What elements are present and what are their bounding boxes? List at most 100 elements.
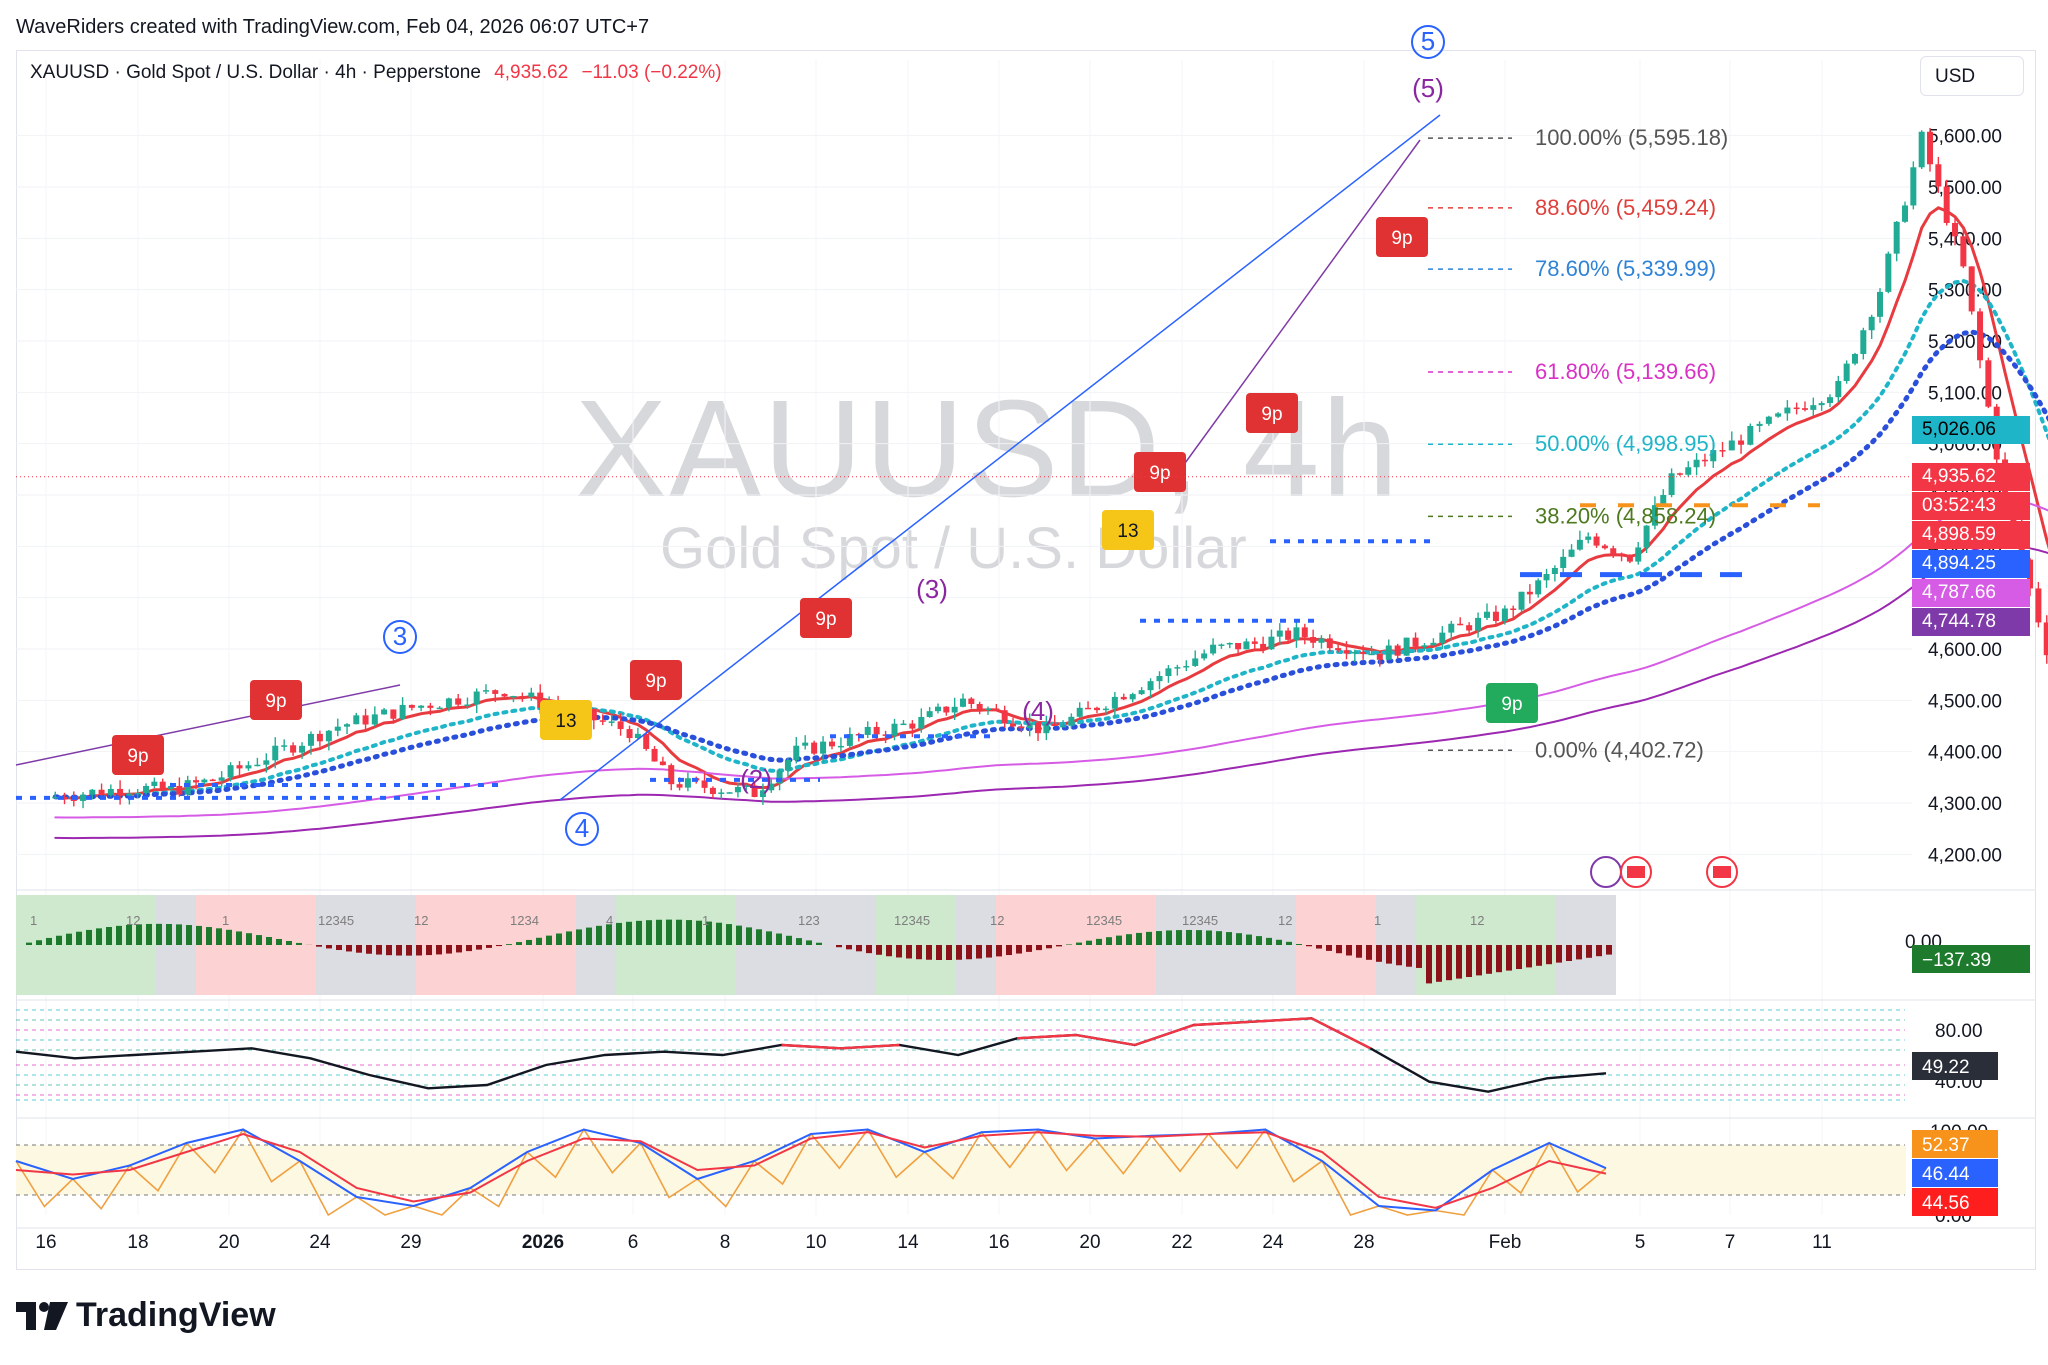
momentum-bar — [1116, 935, 1122, 945]
candle-body — [1501, 608, 1508, 621]
lightning-event-icon — [1590, 856, 1622, 888]
wave-label: 5 — [1421, 26, 1435, 56]
momentum-bar — [1276, 939, 1282, 945]
candle-body — [1226, 642, 1233, 645]
momentum-bar — [426, 945, 432, 956]
candle-body — [98, 789, 105, 796]
candle-body — [1826, 397, 1833, 404]
candle-body — [1668, 473, 1675, 495]
signal-badge — [1134, 452, 1186, 492]
momentum-bar — [1006, 945, 1012, 956]
candle-body — [864, 726, 871, 735]
candle-body — [784, 760, 791, 771]
symbol-legend[interactable]: XAUUSD · Gold Spot / U.S. Dollar · 4h · … — [30, 62, 722, 84]
candle-body — [968, 698, 975, 704]
candle-body — [1793, 407, 1800, 410]
candle-body — [1043, 723, 1050, 734]
candle-body — [759, 790, 766, 797]
momentum-bar — [1396, 945, 1402, 966]
signal-badge — [1102, 510, 1154, 550]
ema-mid-line — [53, 278, 2048, 800]
candle-body — [1518, 591, 1525, 610]
momentum-bar — [466, 945, 472, 952]
ema-fast-line — [53, 206, 2048, 800]
momentum-bar — [296, 942, 302, 945]
momentum-bar — [226, 929, 232, 945]
candle-body — [245, 765, 252, 769]
momentum-bar — [856, 945, 862, 952]
candle-body — [193, 780, 200, 783]
price-tag: 03:52:43 — [1912, 491, 2030, 520]
candle-body — [1335, 648, 1342, 651]
candle-body — [718, 792, 725, 794]
candle-body — [891, 723, 898, 736]
candle-body — [1368, 653, 1375, 656]
candle-body — [362, 715, 369, 725]
momentum-bar — [1296, 944, 1302, 945]
momentum-bar — [1516, 945, 1522, 969]
x-tick-label: 11 — [1812, 1232, 1832, 1253]
candle-body — [1818, 403, 1825, 406]
momentum-bar — [1536, 945, 1542, 966]
price-tag: 4,787.66 — [1912, 578, 2030, 607]
candle-body — [1551, 567, 1558, 574]
momentum-bar — [966, 945, 972, 960]
candle-body — [455, 698, 462, 705]
momentum-marker: 1 — [702, 913, 709, 928]
momentum-bar — [1506, 945, 1512, 971]
candle-body — [1076, 707, 1083, 717]
candle-body — [1318, 638, 1325, 643]
chart-frame — [16, 50, 2036, 1270]
candle-body — [1326, 638, 1333, 649]
candle-body — [1618, 553, 1625, 556]
candle-body — [52, 796, 59, 799]
candle-body — [1910, 167, 1917, 206]
momentum-bar — [1016, 945, 1022, 954]
candle-body — [168, 785, 175, 789]
momentum-bar — [76, 931, 82, 945]
candle-body — [951, 706, 958, 713]
y-tick-label: 4,500.00 — [1928, 691, 2002, 712]
candle-body — [151, 781, 158, 786]
candle-body — [436, 707, 443, 710]
candle-body — [820, 741, 827, 754]
candle-body — [272, 745, 279, 761]
candle-body — [1018, 726, 1025, 729]
momentum-bar — [576, 929, 582, 945]
stoch-value: 52.37 — [1922, 1135, 1970, 1156]
candle-body — [751, 785, 758, 797]
candle-body — [227, 765, 234, 778]
momentum-bar — [1456, 945, 1462, 979]
candle-body — [873, 726, 880, 735]
candle-body — [1235, 642, 1242, 650]
candle-body — [1635, 547, 1642, 562]
y-tick-label: 4,200.00 — [1928, 845, 2002, 866]
currency-button[interactable]: USD — [1920, 56, 2024, 96]
momentum-bar — [1076, 942, 1082, 945]
momentum-bar — [136, 924, 142, 945]
chart-caption: WaveRiders created with TradingView.com,… — [16, 16, 650, 38]
candle-body — [1035, 722, 1042, 734]
momentum-bar — [756, 929, 762, 945]
candle-body — [726, 792, 733, 794]
candle-body — [1210, 644, 1217, 654]
momentum-bar — [586, 927, 592, 945]
momentum-bar — [946, 945, 952, 961]
candle-body — [776, 770, 783, 784]
candle-body — [1918, 131, 1925, 168]
candle-body — [634, 733, 641, 739]
fib-level-label: 0.00% (4,402.72) — [1535, 737, 1704, 762]
ma-purple-line — [54, 544, 2048, 840]
candle-body — [1902, 205, 1909, 222]
candle-body — [1060, 725, 1067, 728]
momentum-bar — [376, 945, 382, 955]
candle-body — [1183, 665, 1190, 668]
candle-body — [1843, 363, 1850, 382]
momentum-bar — [1066, 944, 1072, 945]
momentum-bar — [936, 945, 942, 961]
momentum-bar — [1196, 930, 1202, 945]
candle-body — [236, 765, 243, 769]
candle-body — [510, 696, 517, 698]
momentum-bar — [1436, 945, 1442, 982]
